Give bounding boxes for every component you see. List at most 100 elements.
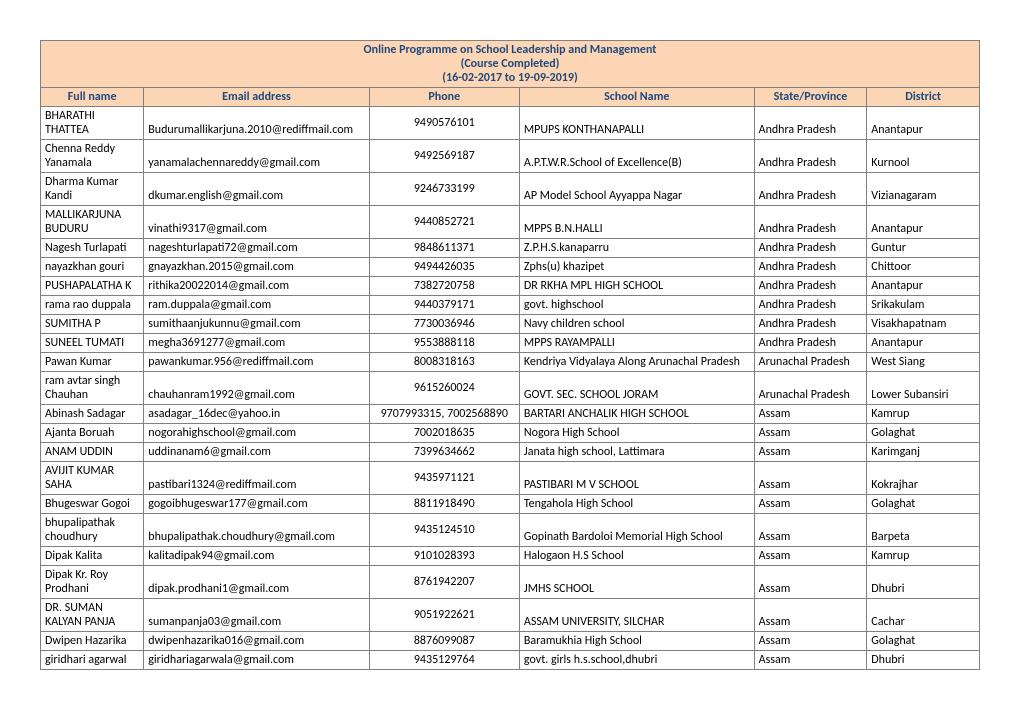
cell-email: yanamalachennareddy@gmail.com bbox=[144, 140, 369, 173]
cell-district: Chittoor bbox=[867, 258, 980, 277]
cell-email: gogoibhugeswar177@gmail.com bbox=[144, 495, 369, 514]
cell-phone: 9490576101 bbox=[369, 107, 519, 140]
cell-state: Assam bbox=[754, 632, 867, 651]
cell-name: Nagesh Turlapati bbox=[41, 239, 144, 258]
cell-state: Assam bbox=[754, 462, 867, 495]
cell-district: Anantapur bbox=[867, 107, 980, 140]
cell-phone: 9707993315, 7002568890 bbox=[369, 405, 519, 424]
cell-district: Dhubri bbox=[867, 566, 980, 599]
header-row: Full name Email address Phone School Nam… bbox=[41, 88, 980, 107]
cell-phone: 9440852721 bbox=[369, 206, 519, 239]
table-row: ram avtar singh Chauhanchauhanram1992@gm… bbox=[41, 372, 980, 405]
cell-email: gnayazkhan.2015@gmail.com bbox=[144, 258, 369, 277]
table-row: Nagesh Turlapatinageshturlapati72@gmail.… bbox=[41, 239, 980, 258]
table-body: BHARATHI THATTEABudurumallikarjuna.2010@… bbox=[41, 107, 980, 670]
cell-phone: 9435124510 bbox=[369, 514, 519, 547]
cell-school: MPUPS KONTHANAPALLI bbox=[519, 107, 754, 140]
cell-phone: 8811918490 bbox=[369, 495, 519, 514]
cell-school: Navy children school bbox=[519, 315, 754, 334]
table-row: Bhugeswar Gogoigogoibhugeswar177@gmail.c… bbox=[41, 495, 980, 514]
cell-state: Assam bbox=[754, 514, 867, 547]
cell-name: Ajanta Boruah bbox=[41, 424, 144, 443]
table-row: DR. SUMAN KALYAN PANJAsumanpanja03@gmail… bbox=[41, 599, 980, 632]
cell-phone: 9435129764 bbox=[369, 651, 519, 670]
cell-name: Abinash Sadagar bbox=[41, 405, 144, 424]
cell-district: Golaghat bbox=[867, 424, 980, 443]
table-title: Online Programme on School Leadership an… bbox=[41, 41, 980, 88]
cell-name: bhupalipathak choudhury bbox=[41, 514, 144, 547]
cell-district: Karimganj bbox=[867, 443, 980, 462]
col-header-state: State/Province bbox=[754, 88, 867, 107]
cell-school: ASSAM UNIVERSITY, SILCHAR bbox=[519, 599, 754, 632]
cell-email: sumanpanja03@gmail.com bbox=[144, 599, 369, 632]
cell-name: Dipak Kalita bbox=[41, 547, 144, 566]
cell-email: nageshturlapati72@gmail.com bbox=[144, 239, 369, 258]
cell-state: Arunachal Pradesh bbox=[754, 353, 867, 372]
cell-district: Golaghat bbox=[867, 495, 980, 514]
cell-email: giridhariagarwala@gmail.com bbox=[144, 651, 369, 670]
cell-district: Srikakulam bbox=[867, 296, 980, 315]
col-header-school: School Name bbox=[519, 88, 754, 107]
table-row: Ajanta Boruahnogorahighschool@gmail.com7… bbox=[41, 424, 980, 443]
cell-school: Tengahola High School bbox=[519, 495, 754, 514]
cell-district: Anantapur bbox=[867, 277, 980, 296]
cell-school: DR RKHA MPL HIGH SCHOOL bbox=[519, 277, 754, 296]
cell-email: dipak.prodhani1@gmail.com bbox=[144, 566, 369, 599]
cell-email: dwipenhazarika016@gmail.com bbox=[144, 632, 369, 651]
table-row: Abinash Sadagarasadagar_16dec@yahoo.in97… bbox=[41, 405, 980, 424]
table-row: Dipak Kalitakalitadipak94@gmail.com91010… bbox=[41, 547, 980, 566]
table-row: Dwipen Hazarikadwipenhazarika016@gmail.c… bbox=[41, 632, 980, 651]
cell-state: Assam bbox=[754, 547, 867, 566]
cell-name: BHARATHI THATTEA bbox=[41, 107, 144, 140]
cell-district: Anantapur bbox=[867, 206, 980, 239]
cell-phone: 9848611371 bbox=[369, 239, 519, 258]
cell-school: Nogora High School bbox=[519, 424, 754, 443]
table-row: rama rao duppalaram.duppala@gmail.com944… bbox=[41, 296, 980, 315]
cell-email: nogorahighschool@gmail.com bbox=[144, 424, 369, 443]
cell-phone: 8876099087 bbox=[369, 632, 519, 651]
cell-name: Dharma Kumar Kandi bbox=[41, 173, 144, 206]
cell-district: Kamrup bbox=[867, 405, 980, 424]
table-row: Dharma Kumar Kandidkumar.english@gmail.c… bbox=[41, 173, 980, 206]
cell-school: govt. highschool bbox=[519, 296, 754, 315]
cell-email: rithika20022014@gmail.com bbox=[144, 277, 369, 296]
cell-state: Assam bbox=[754, 599, 867, 632]
cell-email: Budurumallikarjuna.2010@rediffmail.com bbox=[144, 107, 369, 140]
cell-name: Chenna Reddy Yanamala bbox=[41, 140, 144, 173]
cell-name: ANAM UDDIN bbox=[41, 443, 144, 462]
cell-name: Dwipen Hazarika bbox=[41, 632, 144, 651]
cell-email: uddinanam6@gmail.com bbox=[144, 443, 369, 462]
cell-name: MALLIKARJUNA BUDURU bbox=[41, 206, 144, 239]
table-row: ANAM UDDINuddinanam6@gmail.com7399634662… bbox=[41, 443, 980, 462]
cell-state: Assam bbox=[754, 651, 867, 670]
cell-school: A.P.T.W.R.School of Excellence(B) bbox=[519, 140, 754, 173]
data-table: Online Programme on School Leadership an… bbox=[40, 40, 980, 670]
cell-name: SUNEEL TUMATI bbox=[41, 334, 144, 353]
cell-school: Kendriya Vidyalaya Along Arunachal Prade… bbox=[519, 353, 754, 372]
cell-name: DR. SUMAN KALYAN PANJA bbox=[41, 599, 144, 632]
cell-school: Z.P.H.S.kanaparru bbox=[519, 239, 754, 258]
table-row: Pawan Kumarpawankumar.956@rediffmail.com… bbox=[41, 353, 980, 372]
cell-phone: 9101028393 bbox=[369, 547, 519, 566]
cell-phone: 9440379171 bbox=[369, 296, 519, 315]
cell-email: dkumar.english@gmail.com bbox=[144, 173, 369, 206]
cell-state: Andhra Pradesh bbox=[754, 258, 867, 277]
cell-name: Pawan Kumar bbox=[41, 353, 144, 372]
cell-state: Andhra Pradesh bbox=[754, 206, 867, 239]
cell-state: Andhra Pradesh bbox=[754, 173, 867, 206]
col-header-name: Full name bbox=[41, 88, 144, 107]
table-row: Chenna Reddy Yanamalayanamalachennareddy… bbox=[41, 140, 980, 173]
cell-phone: 7382720758 bbox=[369, 277, 519, 296]
cell-phone: 9615260024 bbox=[369, 372, 519, 405]
cell-email: megha3691277@gmail.com bbox=[144, 334, 369, 353]
cell-district: Golaghat bbox=[867, 632, 980, 651]
cell-email: ram.duppala@gmail.com bbox=[144, 296, 369, 315]
cell-name: nayazkhan gouri bbox=[41, 258, 144, 277]
cell-state: Assam bbox=[754, 405, 867, 424]
cell-school: Baramukhia High School bbox=[519, 632, 754, 651]
cell-school: GOVT. SEC. SCHOOL JORAM bbox=[519, 372, 754, 405]
cell-state: Arunachal Pradesh bbox=[754, 372, 867, 405]
cell-phone: 7399634662 bbox=[369, 443, 519, 462]
cell-email: kalitadipak94@gmail.com bbox=[144, 547, 369, 566]
cell-district: Kokrajhar bbox=[867, 462, 980, 495]
